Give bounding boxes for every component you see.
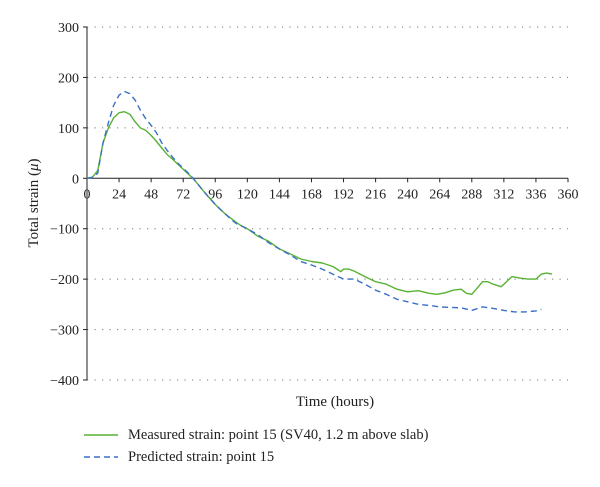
x-tick-label: 72 <box>176 187 190 202</box>
legend-swatch-predicted <box>84 456 118 458</box>
x-tick-label: 288 <box>461 187 482 202</box>
y-tick-label: −200 <box>50 273 79 288</box>
x-tick-label: 0 <box>84 187 91 202</box>
x-tick-label: 360 <box>558 187 579 202</box>
y-tick-label: 0 <box>72 172 79 187</box>
x-tick-label: 216 <box>365 187 386 202</box>
y-tick-label: 100 <box>58 122 79 137</box>
predicted-strain-line <box>86 90 542 313</box>
y-tick-label: 200 <box>58 71 79 86</box>
tick-labels: −400 −300 −200 −100 0 100 200 300 0 24 48 72 96 120 14… <box>50 21 578 389</box>
y-axis-title-symbol: μ <box>26 163 42 172</box>
x-tick-label: 192 <box>333 187 354 202</box>
y-tick-label: −400 <box>50 374 79 389</box>
x-tick-label: 168 <box>301 187 322 202</box>
y-tick-label: −100 <box>50 223 79 238</box>
x-tick-label: 336 <box>525 187 546 202</box>
x-tick-label: 96 <box>208 187 222 202</box>
y-axis-title-text: Total strain ( <box>26 171 42 247</box>
x-tick-label: 240 <box>397 187 418 202</box>
measured-strain-line <box>86 110 553 295</box>
legend-item-measured: Measured strain: point 15 (SV40, 1.2 m a… <box>84 424 428 446</box>
x-tick-label: 264 <box>429 187 450 202</box>
grid-lines <box>87 26 568 381</box>
x-tick-label: 120 <box>237 187 258 202</box>
series-lines <box>86 90 553 313</box>
legend-swatch-measured <box>84 434 118 436</box>
y-axis-title-close: ) <box>26 159 42 164</box>
x-tick-label: 24 <box>112 187 126 202</box>
x-tick-label: 144 <box>269 187 290 202</box>
x-tick-label: 312 <box>493 187 514 202</box>
legend-item-predicted: Predicted strain: point 15 <box>84 446 428 468</box>
x-tick-label: 48 <box>144 187 158 202</box>
x-axis-title: Time (hours) <box>296 394 374 410</box>
legend-label-measured: Measured strain: point 15 (SV40, 1.2 m a… <box>128 426 429 443</box>
y-tick-label: 300 <box>58 21 79 36</box>
legend-label-predicted: Predicted strain: point 15 <box>128 448 275 465</box>
y-axis-title: Total strain (μ) <box>26 159 42 248</box>
y-tick-label: −300 <box>50 324 79 339</box>
axes <box>83 26 569 381</box>
legend: Measured strain: point 15 (SV40, 1.2 m a… <box>84 424 428 468</box>
